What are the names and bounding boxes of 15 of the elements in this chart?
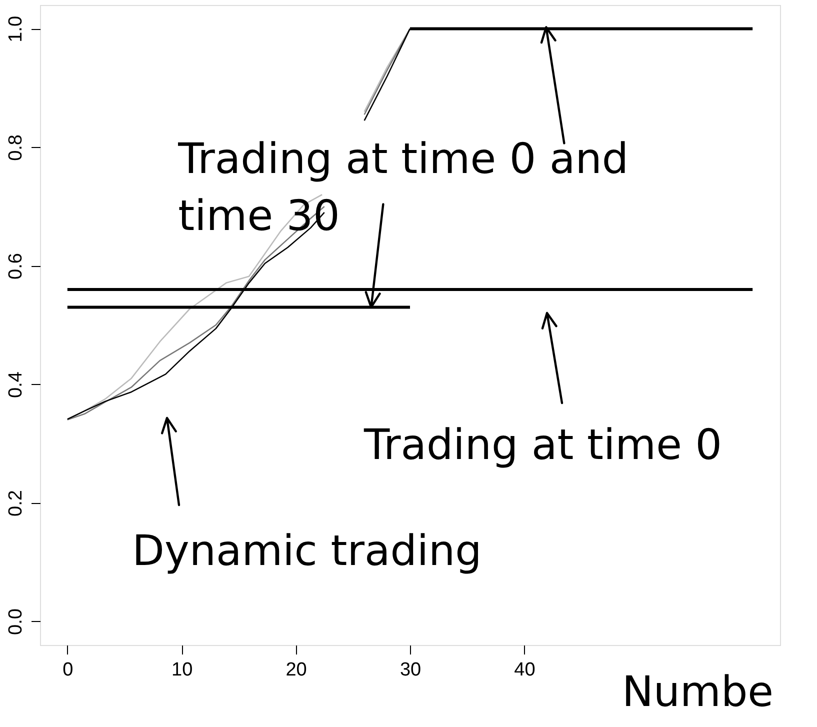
x-tick-label: 0 xyxy=(62,660,74,680)
y-tick-label: 0.2 xyxy=(6,490,26,516)
x-tick-label: 40 xyxy=(514,660,536,680)
x-tick-label: 30 xyxy=(400,660,422,680)
y-tick-label: 0.6 xyxy=(6,253,26,280)
annotation: Trading at time 0 xyxy=(363,420,722,469)
y-tick-label: 0.4 xyxy=(6,371,26,398)
y-tick-label: 1.0 xyxy=(6,16,26,42)
text: Numbe xyxy=(622,667,774,716)
annotation: Dynamic trading xyxy=(132,526,482,575)
x-tick-label: 20 xyxy=(286,660,307,680)
x-tick-label: 10 xyxy=(172,660,193,680)
annotation: Trading at time 0 and time 30 xyxy=(177,134,629,240)
y-tick-label: 0.8 xyxy=(6,134,26,161)
y-tick-label: 0.0 xyxy=(6,608,26,636)
